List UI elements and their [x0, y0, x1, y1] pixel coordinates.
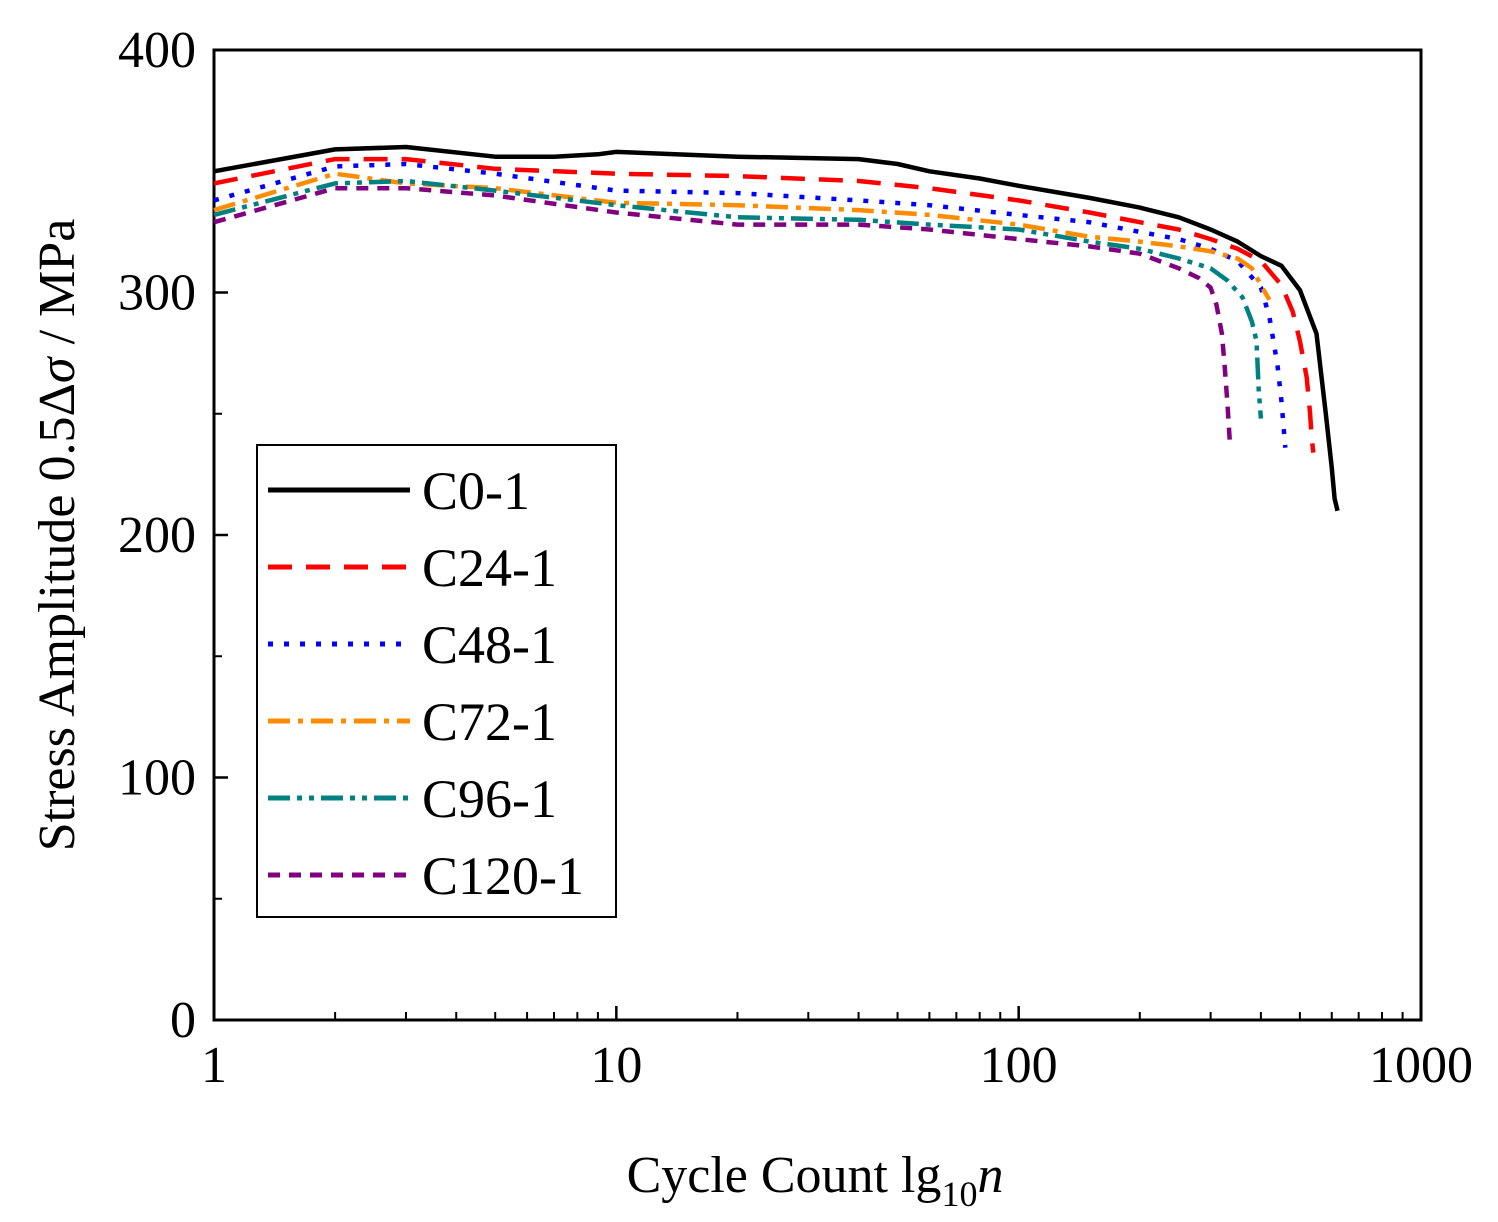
x-tick-label: 1: [201, 1037, 227, 1094]
series-line-c0-1: [213, 144, 1340, 512]
series-lines: [213, 144, 1340, 512]
legend-label: C120-1: [422, 846, 584, 906]
y-tick-label: 200: [118, 507, 196, 564]
legend-label: C72-1: [422, 692, 557, 752]
x-axis-title: Cycle Count lg10n: [627, 1147, 1004, 1214]
x-tick-label: 1000: [1369, 1037, 1473, 1094]
y-tick-label: 400: [118, 22, 196, 79]
x-tick-labels: 1 10 100 1000: [201, 1037, 1473, 1094]
x-tick-label: 10: [590, 1037, 642, 1094]
series-line-c24-1: [213, 156, 1316, 453]
x-tick-label: 100: [980, 1037, 1058, 1094]
legend-label: C0-1: [422, 461, 530, 521]
series-line-c48-1: [213, 161, 1288, 448]
y-tick-labels: 0 100 200 300 400: [118, 22, 196, 1049]
legend-box: [256, 444, 617, 918]
y-tick-label: 0: [170, 992, 196, 1049]
series-line-c96-1: [213, 178, 1264, 419]
y-axis-title: Stress Amplitude 0.5Δσ / MPa: [29, 219, 86, 852]
series-line-c120-1: [213, 185, 1233, 444]
legend-label: C24-1: [422, 538, 557, 598]
legend: C0-1 C24-1 C48-1 C72-1 C96-1 C120-1: [256, 444, 617, 918]
legend-label: C48-1: [422, 615, 557, 675]
y-tick-label: 300: [118, 265, 196, 322]
legend-label: C96-1: [422, 769, 557, 829]
series-line-c72-1: [213, 171, 1272, 301]
y-tick-label: 100: [118, 750, 196, 807]
